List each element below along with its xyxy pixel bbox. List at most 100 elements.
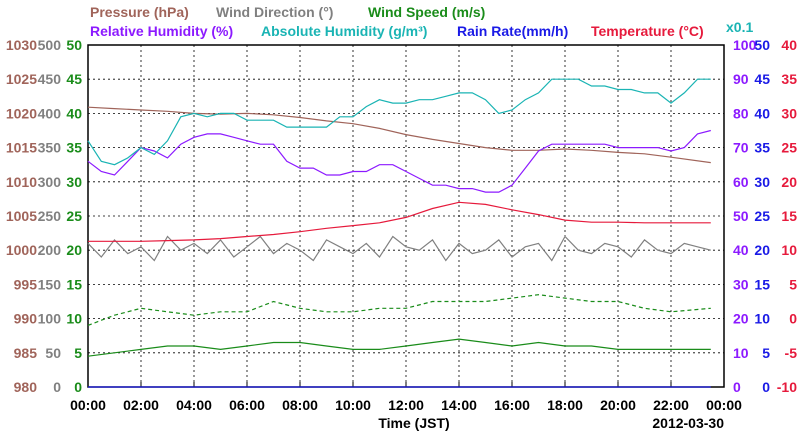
x-tick: 22:00 [653, 397, 689, 413]
x-tick: 18:00 [547, 397, 583, 413]
legend-wind-direction: Wind Direction (°) [216, 4, 333, 20]
wind-direction-tick: 400 [38, 105, 62, 121]
pressure-tick: 1030 [6, 37, 37, 53]
x-tick: 10:00 [335, 397, 371, 413]
temperature-tick: 40 [781, 37, 797, 53]
humidity-tick: 100 [733, 37, 757, 53]
rain-rate-tick: 25 [754, 208, 770, 224]
pressure-tick: 990 [14, 311, 38, 327]
rain-rate-tick: 40 [754, 105, 770, 121]
temperature-tick: 25 [781, 140, 797, 156]
temperature-tick: 35 [781, 71, 797, 87]
rain-rate-tick: 30 [754, 174, 770, 190]
humidity-tick: 90 [733, 71, 749, 87]
wind-direction-tick: 0 [53, 379, 61, 395]
rain-rate-tick: 20 [754, 242, 770, 258]
wind-speed-tick: 0 [74, 379, 82, 395]
legend-wind-speed: Wind Speed (m/s) [368, 4, 485, 20]
wind-speed-tick: 15 [66, 276, 82, 292]
wind-direction-tick: 250 [38, 208, 62, 224]
pressure-tick: 1005 [6, 208, 37, 224]
legend-temperature: Temperature (°C) [591, 23, 704, 39]
pressure-tick: 1000 [6, 242, 37, 258]
wind-direction-tick: 150 [38, 276, 62, 292]
temperature-tick: 30 [781, 105, 797, 121]
wind-speed-tick: 20 [66, 242, 82, 258]
x-tick: 04:00 [176, 397, 212, 413]
rain-rate-tick: 50 [754, 37, 770, 53]
temperature-tick: 15 [781, 208, 797, 224]
wind-speed-tick: 10 [66, 311, 82, 327]
series-line-3 [87, 294, 711, 326]
rain-rate-tick: 0 [762, 379, 770, 395]
grid-lines [88, 45, 724, 387]
x-tick: 14:00 [441, 397, 477, 413]
rain-rate-tick: 35 [754, 140, 770, 156]
series-line-7 [88, 201, 711, 242]
legend-relative-humidity: Relative Humidity (%) [90, 23, 233, 39]
series-line-4 [87, 129, 711, 193]
humidity-tick: 20 [733, 311, 749, 327]
pressure-tick: 995 [14, 276, 38, 292]
humidity-tick: 10 [733, 345, 749, 361]
humidity-tick: 30 [733, 276, 749, 292]
x-tick: 06:00 [229, 397, 265, 413]
pressure-tick: 1010 [6, 174, 37, 190]
temperature-tick: 10 [781, 242, 797, 258]
wind-direction-tick: 200 [38, 242, 62, 258]
date-label: 2012-03-30 [652, 415, 724, 431]
temperature-tick: 5 [789, 276, 797, 292]
rain-rate-tick: 45 [754, 71, 770, 87]
wind-speed-tick: 25 [66, 208, 82, 224]
pressure-tick: 1020 [6, 105, 37, 121]
humidity-tick: 0 [733, 379, 741, 395]
wind-speed-tick: 5 [74, 345, 82, 361]
humidity-tick: 60 [733, 174, 749, 190]
series-lines [87, 78, 711, 388]
series-line-2 [87, 338, 711, 357]
pressure-tick: 1025 [6, 71, 37, 87]
wind-direction-tick: 500 [38, 37, 62, 53]
humidity-tick: 80 [733, 105, 749, 121]
temperature-tick: 20 [781, 174, 797, 190]
wind-direction-tick: 300 [38, 174, 62, 190]
humidity-tick: 70 [733, 140, 749, 156]
wind-speed-tick: 40 [66, 105, 82, 121]
rain-rate-tick: 15 [754, 276, 770, 292]
legend-pressure: Pressure (hPa) [90, 4, 189, 20]
pressure-tick: 1015 [6, 140, 37, 156]
x-axis-title: Time (JST) [378, 415, 449, 431]
pressure-tick: 980 [14, 379, 38, 395]
x-tick: 00:00 [706, 397, 742, 413]
legend-absolute-humidity: Absolute Humidity (g/m³) [261, 23, 427, 39]
rain-rate-tick: 5 [762, 345, 770, 361]
x-tick: 08:00 [282, 397, 318, 413]
wind-direction-tick: 100 [38, 311, 62, 327]
x-tick: 12:00 [388, 397, 424, 413]
series-line-0 [87, 106, 711, 164]
axis-ticks: 1030102510201015101010051000995990985980… [6, 37, 797, 413]
temperature-tick: 0 [789, 311, 797, 327]
temperature-tick: -5 [785, 345, 798, 361]
temperature-tick: -10 [777, 379, 797, 395]
pressure-tick: 985 [14, 345, 38, 361]
humidity-tick: 40 [733, 242, 749, 258]
series-line-5 [87, 78, 711, 166]
wind-speed-tick: 50 [66, 37, 82, 53]
wind-direction-tick: 450 [38, 71, 62, 87]
wind-speed-tick: 30 [66, 174, 82, 190]
wind-speed-tick: 35 [66, 140, 82, 156]
legend-rain-rate: Rain Rate(mm/h) [457, 23, 568, 39]
series-line-1 [87, 235, 711, 262]
scale-note: x0.1 [726, 19, 753, 35]
humidity-tick: 50 [733, 208, 749, 224]
rain-rate-tick: 10 [754, 311, 770, 327]
wind-direction-tick: 50 [45, 345, 61, 361]
x-tick: 02:00 [123, 397, 159, 413]
wind-direction-tick: 350 [38, 140, 62, 156]
x-tick: 00:00 [70, 397, 106, 413]
wind-speed-tick: 45 [66, 71, 82, 87]
x-tick: 16:00 [494, 397, 530, 413]
x-tick: 20:00 [600, 397, 636, 413]
